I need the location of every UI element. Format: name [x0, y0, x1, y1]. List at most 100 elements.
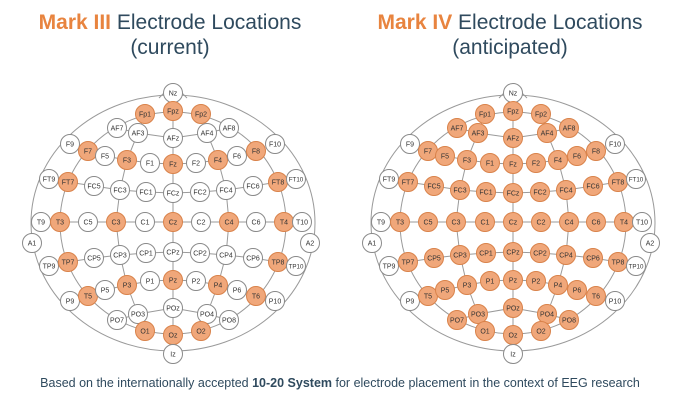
mark4-electrode-t10: T10: [632, 212, 652, 232]
mark4-electrode-ft8: FT8: [608, 172, 628, 192]
mark3-electrode-p10-label: P10: [269, 299, 282, 306]
mark3-electrode-p2-label: P2: [192, 279, 201, 286]
mark3-electrode-t9: T9: [31, 212, 51, 232]
mark3-electrode-tp7-label: TP7: [62, 260, 75, 267]
mark3-electrode-fz-marker: [163, 154, 183, 174]
mark4-electrode-fc2-label: FC2: [533, 190, 546, 197]
mark4-electrode-tp7-label: TP7: [402, 260, 415, 267]
mark4-electrode-cp5: CP5: [424, 248, 444, 268]
mark4-electrode-fcz-label: FCz: [507, 191, 520, 198]
mark3-electrode-fc2-marker: [190, 182, 210, 202]
mark3-electrode-fc3-label: FC3: [113, 188, 126, 195]
mark3-electrode-t4: T4: [274, 212, 294, 232]
mark3-electrode-po7-marker: [107, 310, 127, 330]
mark3-electrode-p9-label: P9: [66, 299, 75, 306]
mark4-electrode-t5-label: T5: [424, 294, 432, 301]
mark3-electrode-fc6-label: FC6: [246, 184, 259, 191]
mark4-electrode-po7: PO7: [447, 310, 467, 330]
mark4-electrode-f3-marker: [457, 150, 477, 170]
mark4-electrode-fz-label: Fz: [509, 162, 517, 169]
mark4-electrode-fz-marker: [503, 154, 523, 174]
mark4-electrode-cp3-label: CP3: [453, 253, 467, 260]
mark3-electrode-p4-label: P4: [214, 283, 223, 290]
mark3-electrode-cp5-label: CP5: [87, 256, 101, 263]
mark4-electrode-c4: C4: [559, 212, 579, 232]
mark3-electrode-fpz: Fpz: [163, 101, 183, 121]
mark4-electrode-f2-label: F2: [532, 161, 540, 168]
mark4-electrode-fc6: FC6: [583, 176, 603, 196]
mark3-electrode-fpz-marker: [163, 101, 183, 121]
mark3-electrode-cz-marker: [163, 212, 183, 232]
mark3-electrode-cz: Cz: [163, 212, 183, 232]
mark3-electrode-o1-label: O1: [140, 329, 149, 336]
mark3-electrode-fp2-label: Fp2: [195, 112, 207, 119]
mark4-electrode-p3-label: P3: [463, 283, 472, 290]
mark4-electrode-p4: P4: [548, 275, 568, 295]
mark3-electrode-cp6-label: CP6: [246, 256, 260, 263]
mark3-electrode-ft10-marker: [286, 169, 306, 189]
mark3-electrode-cp3-label: CP3: [113, 253, 127, 260]
mark3-electrode-fp2-marker: [191, 104, 211, 124]
mark3-electrode-c6-marker: [246, 212, 266, 232]
mark3-electrode-f9: F9: [60, 134, 80, 154]
mark4-title-sub: (anticipated): [452, 36, 568, 59]
mark4-electrode-fc3-label: FC3: [453, 188, 466, 195]
mark3-electrode-a1-marker: [22, 233, 42, 253]
mark3-electrode-cp1-marker: [136, 243, 156, 263]
mark4-electrode-af7-label: AF7: [451, 126, 464, 133]
mark4-electrode-a2-marker: [640, 233, 660, 253]
mark3-electrode-f1-label: F1: [146, 161, 154, 168]
mark4-electrode-f10: F10: [605, 134, 625, 154]
mark4-electrode-p2: P2: [526, 271, 546, 291]
mark3-electrode-fp1-marker: [135, 104, 155, 124]
mark3-electrode-fc1-label: FC1: [139, 190, 152, 197]
mark3-electrode-fc1-marker: [136, 182, 156, 202]
mark4-electrode-p9: P9: [400, 291, 420, 311]
mark4-electrode-fc5-marker: [424, 176, 444, 196]
mark3-electrode-fc4: FC4: [216, 180, 236, 200]
mark4-electrode-fc4-label: FC4: [559, 188, 572, 195]
mark3-electrode-fp2: Fp2: [191, 104, 211, 124]
mark4-electrode-p10-marker: [605, 291, 625, 311]
mark3-electrode-o1-marker: [135, 321, 155, 341]
mark3-electrode-tp10: TP10: [286, 256, 306, 276]
mark4-electrode-cp6: CP6: [583, 248, 603, 268]
mark3-electrode-t6: T6: [246, 286, 266, 306]
mark3-electrode-po4-label: PO4: [200, 312, 214, 319]
mark3-electrode-af4-label: AF4: [201, 131, 214, 138]
mark3-electrode-ft7-label: FT7: [62, 180, 75, 187]
mark4-electrode-f8: F8: [586, 141, 606, 161]
mark3-electrode-f5-marker: [95, 146, 115, 166]
mark3-electrode-cp2-label: CP2: [193, 251, 207, 258]
mark4-electrode-c1-label: C1: [481, 220, 490, 227]
mark3-electrode-p6: P6: [227, 280, 247, 300]
mark3-electrode-p10: P10: [265, 291, 285, 311]
mark4-electrode-c1-marker: [475, 212, 495, 232]
mark4-electrode-cpz: CPz: [503, 242, 523, 262]
mark4-electrode-af8: AF8: [559, 118, 579, 138]
mark3-electrode-t10-label: T10: [296, 220, 308, 227]
mark3-title-rest: Electrode Locations: [116, 11, 302, 34]
mark4-electrode-t6-marker: [586, 286, 606, 306]
mark4-electrode-cp5-marker: [424, 248, 444, 268]
mark4-electrode-ft7: FT7: [398, 172, 418, 192]
mark4-electrode-tp10: TP10: [626, 256, 646, 276]
mark3-electrode-a2-label: A2: [306, 241, 315, 248]
mark3-electrode-f8-label: F8: [252, 149, 260, 156]
mark3-electrode-t10: T10: [292, 212, 312, 232]
mark4-electrode-fc6-label: FC6: [586, 184, 599, 191]
mark3-electrode-p9: P9: [60, 291, 80, 311]
mark4-electrode-po4: PO4: [537, 304, 557, 324]
mark4-electrode-p6-label: P6: [573, 288, 582, 295]
mark4-electrode-iz: Iz: [503, 344, 523, 364]
mark4-electrode-po7-label: PO7: [450, 318, 464, 325]
mark4-electrode-fpz-label: Fpz: [507, 109, 519, 116]
mark3-electrode-po7-label: PO7: [110, 318, 124, 325]
caption: Based on the internationally accepted 10…: [0, 376, 680, 390]
mark3-electrode-c6: C6: [246, 212, 266, 232]
mark4-electrode-c5-label: C5: [424, 220, 433, 227]
mark4-electrode-t10-marker: [632, 212, 652, 232]
mark3-electrode-tp9-marker: [39, 256, 59, 276]
mark4-electrode-t3: T3: [390, 212, 410, 232]
mark4-electrode-cp4-label: CP4: [559, 253, 573, 260]
